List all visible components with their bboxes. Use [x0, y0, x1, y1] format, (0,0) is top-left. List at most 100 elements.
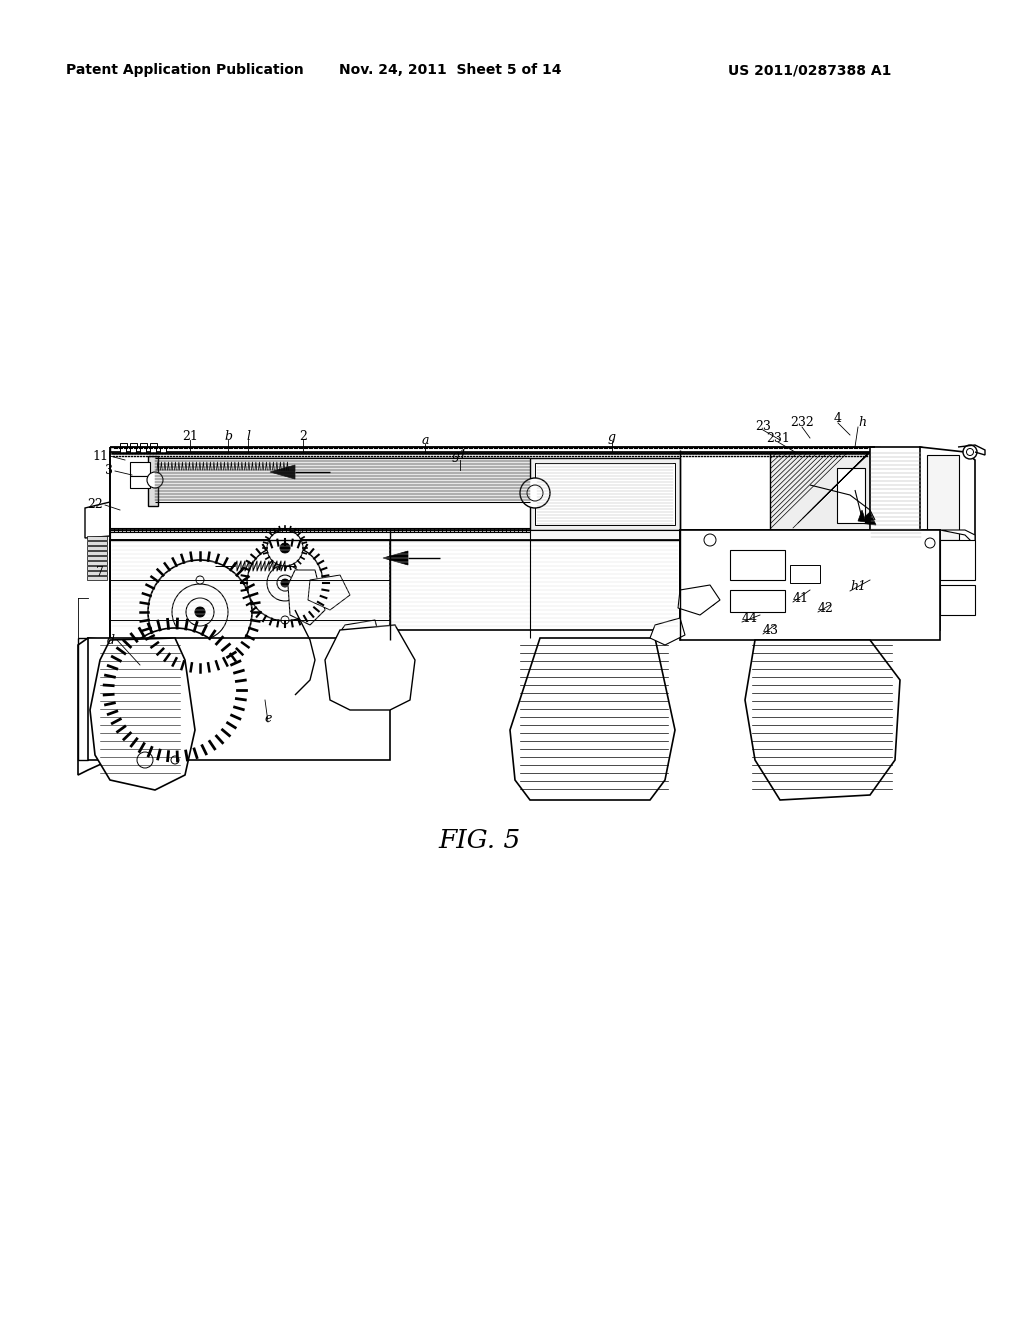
- Bar: [130, 462, 150, 477]
- Text: 4: 4: [834, 412, 842, 425]
- Circle shape: [267, 565, 303, 601]
- Circle shape: [167, 682, 183, 698]
- Circle shape: [147, 473, 163, 488]
- Text: a: a: [421, 433, 429, 446]
- Text: Patent Application Publication: Patent Application Publication: [67, 63, 304, 77]
- Text: h: h: [858, 417, 866, 429]
- Polygon shape: [650, 618, 685, 645]
- Polygon shape: [110, 447, 880, 451]
- Circle shape: [186, 598, 214, 626]
- Text: 11: 11: [92, 450, 108, 462]
- Bar: [140, 447, 146, 453]
- Bar: [87, 561, 106, 565]
- Polygon shape: [325, 624, 415, 710]
- Polygon shape: [88, 638, 390, 760]
- Text: 42: 42: [818, 602, 834, 615]
- Polygon shape: [940, 531, 975, 545]
- Text: e: e: [264, 711, 271, 725]
- Text: 231: 231: [766, 432, 790, 445]
- Polygon shape: [535, 463, 675, 525]
- Bar: [87, 556, 106, 560]
- Polygon shape: [680, 531, 940, 630]
- Text: h1: h1: [850, 581, 866, 594]
- Circle shape: [267, 531, 303, 566]
- Circle shape: [196, 576, 204, 583]
- Circle shape: [520, 478, 550, 508]
- Bar: [87, 572, 106, 576]
- Polygon shape: [678, 585, 720, 615]
- Polygon shape: [680, 531, 940, 640]
- Polygon shape: [90, 638, 195, 789]
- Circle shape: [705, 594, 716, 606]
- Polygon shape: [383, 550, 408, 565]
- Text: 2: 2: [299, 429, 307, 442]
- Bar: [87, 550, 106, 554]
- Polygon shape: [858, 510, 866, 521]
- Bar: [730, 550, 785, 579]
- Circle shape: [148, 560, 252, 664]
- Bar: [927, 455, 959, 540]
- Text: 3: 3: [105, 465, 113, 478]
- Circle shape: [967, 449, 974, 455]
- Polygon shape: [870, 447, 940, 545]
- Polygon shape: [338, 620, 380, 660]
- Polygon shape: [308, 576, 350, 610]
- Bar: [87, 541, 106, 545]
- Circle shape: [247, 545, 323, 620]
- Circle shape: [963, 445, 977, 459]
- Text: 43: 43: [763, 623, 779, 636]
- Text: 23: 23: [755, 420, 771, 433]
- Bar: [150, 447, 156, 453]
- Polygon shape: [530, 458, 680, 531]
- Text: 7: 7: [96, 565, 104, 578]
- Circle shape: [172, 686, 178, 693]
- Circle shape: [157, 672, 193, 708]
- Polygon shape: [110, 531, 680, 540]
- Circle shape: [113, 628, 237, 752]
- Text: 44: 44: [742, 611, 758, 624]
- Text: 232: 232: [791, 417, 814, 429]
- Polygon shape: [270, 465, 295, 479]
- Polygon shape: [110, 540, 680, 630]
- Circle shape: [925, 539, 935, 548]
- Polygon shape: [140, 444, 147, 447]
- Circle shape: [172, 583, 228, 640]
- Polygon shape: [745, 640, 900, 800]
- Text: Nov. 24, 2011  Sheet 5 of 14: Nov. 24, 2011 Sheet 5 of 14: [339, 63, 561, 77]
- Polygon shape: [110, 540, 390, 640]
- Polygon shape: [130, 444, 137, 447]
- Circle shape: [171, 756, 179, 764]
- Circle shape: [527, 484, 543, 502]
- Polygon shape: [510, 638, 675, 800]
- Circle shape: [278, 576, 293, 591]
- Polygon shape: [150, 444, 157, 447]
- Bar: [87, 576, 106, 579]
- Bar: [837, 469, 865, 523]
- Circle shape: [280, 543, 290, 553]
- Text: FIG. 5: FIG. 5: [439, 828, 521, 853]
- Circle shape: [137, 752, 153, 768]
- Polygon shape: [770, 451, 870, 531]
- Circle shape: [281, 616, 289, 624]
- Text: b: b: [224, 429, 232, 442]
- Bar: [130, 477, 150, 488]
- Polygon shape: [120, 444, 127, 447]
- Polygon shape: [85, 502, 110, 539]
- Polygon shape: [288, 570, 325, 624]
- Polygon shape: [858, 512, 876, 525]
- Polygon shape: [78, 540, 110, 775]
- Bar: [730, 590, 785, 612]
- Bar: [940, 540, 975, 579]
- Text: 22: 22: [87, 499, 103, 511]
- Text: US 2011/0287388 A1: US 2011/0287388 A1: [728, 63, 892, 77]
- Text: g1: g1: [452, 449, 468, 462]
- Bar: [148, 455, 158, 506]
- Circle shape: [195, 607, 205, 616]
- Text: 21: 21: [182, 429, 198, 442]
- Polygon shape: [110, 451, 870, 539]
- Text: 41: 41: [793, 591, 809, 605]
- Bar: [87, 566, 106, 570]
- Bar: [790, 565, 820, 583]
- Bar: [87, 546, 106, 550]
- Bar: [120, 447, 126, 453]
